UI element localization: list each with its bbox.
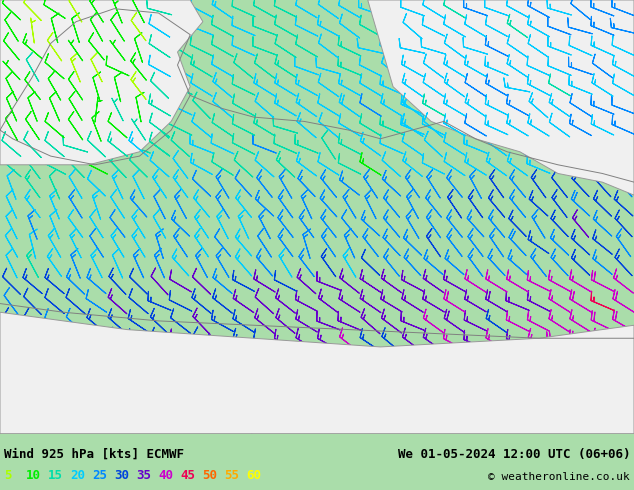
Text: We 01-05-2024 12:00 UTC (06+06): We 01-05-2024 12:00 UTC (06+06) xyxy=(398,448,630,461)
Text: 30: 30 xyxy=(114,469,129,482)
Polygon shape xyxy=(0,0,203,165)
Text: 5: 5 xyxy=(4,469,11,482)
Text: 40: 40 xyxy=(158,469,173,482)
Text: 55: 55 xyxy=(224,469,239,482)
Text: 15: 15 xyxy=(48,469,63,482)
Polygon shape xyxy=(0,312,634,434)
Text: 60: 60 xyxy=(246,469,261,482)
Text: 25: 25 xyxy=(92,469,107,482)
Text: 50: 50 xyxy=(202,469,217,482)
Text: 20: 20 xyxy=(70,469,85,482)
Polygon shape xyxy=(368,0,634,195)
Text: Wind 925 hPa [kts] ECMWF: Wind 925 hPa [kts] ECMWF xyxy=(4,448,184,461)
Text: 35: 35 xyxy=(136,469,151,482)
Text: 10: 10 xyxy=(26,469,41,482)
Text: © weatheronline.co.uk: © weatheronline.co.uk xyxy=(488,472,630,482)
Text: 45: 45 xyxy=(180,469,195,482)
